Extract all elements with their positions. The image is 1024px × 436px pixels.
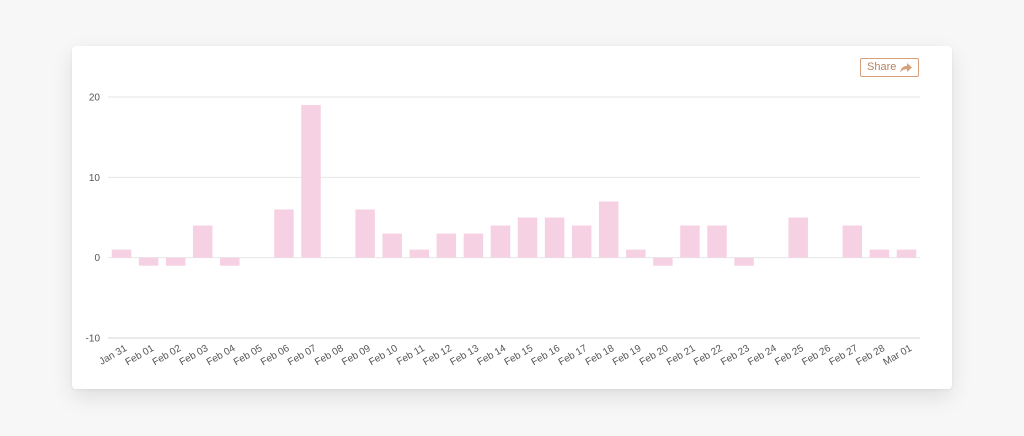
x-tick-label: Feb 22 bbox=[692, 343, 725, 368]
x-tick-label: Feb 12 bbox=[421, 343, 454, 368]
bar bbox=[138, 257, 159, 266]
bar bbox=[571, 225, 592, 258]
bar bbox=[436, 233, 457, 258]
bar bbox=[544, 217, 565, 258]
bar bbox=[382, 233, 402, 258]
y-axis-ticks: -10 0 10 20 bbox=[86, 93, 101, 345]
x-tick-label: Feb 27 bbox=[827, 343, 860, 368]
x-tick-label: Feb 14 bbox=[475, 343, 508, 368]
x-tick-label: Feb 05 bbox=[232, 343, 265, 368]
share-button[interactable]: Share bbox=[860, 58, 920, 77]
bar bbox=[301, 105, 321, 258]
x-tick-label: Feb 26 bbox=[800, 343, 833, 368]
share-arrow-icon bbox=[900, 62, 913, 72]
bar bbox=[598, 201, 619, 258]
x-tick-label: Feb 11 bbox=[395, 343, 427, 368]
x-tick-label: Mar 01 bbox=[882, 343, 915, 368]
bars bbox=[111, 105, 917, 266]
x-tick-label: Feb 06 bbox=[259, 343, 292, 368]
x-tick-label: Feb 18 bbox=[584, 343, 617, 368]
bar bbox=[220, 257, 240, 266]
bar bbox=[355, 209, 375, 258]
x-tick-label: Feb 17 bbox=[557, 343, 590, 368]
x-tick-label: Feb 01 bbox=[124, 343, 157, 368]
bar bbox=[517, 217, 538, 258]
x-tick-label: Feb 23 bbox=[719, 343, 752, 368]
x-tick-label: Feb 02 bbox=[151, 343, 184, 368]
x-tick-label: Feb 09 bbox=[340, 343, 373, 368]
bar bbox=[490, 225, 511, 258]
x-tick-label: Feb 19 bbox=[611, 343, 644, 368]
x-tick-label: Feb 07 bbox=[286, 343, 319, 368]
bar bbox=[653, 257, 673, 266]
x-tick-label: Feb 21 bbox=[665, 343, 698, 368]
x-tick-label: Feb 08 bbox=[313, 343, 346, 368]
bar bbox=[626, 249, 646, 258]
bar bbox=[788, 217, 808, 258]
x-tick-label: Feb 25 bbox=[773, 343, 806, 368]
bar bbox=[409, 249, 430, 258]
x-tick-label: Feb 16 bbox=[530, 343, 563, 368]
x-tick-label: Feb 15 bbox=[503, 343, 536, 368]
bar bbox=[274, 209, 294, 258]
y-tick-label: 0 bbox=[94, 253, 100, 264]
x-tick-label: Jan 31 bbox=[98, 343, 130, 368]
bar bbox=[842, 225, 863, 258]
bar bbox=[463, 233, 484, 258]
x-tick-label: Feb 10 bbox=[367, 343, 400, 368]
bar bbox=[165, 257, 186, 266]
x-tick-label: Feb 04 bbox=[205, 343, 238, 368]
x-tick-label: Feb 20 bbox=[638, 343, 671, 368]
x-tick-label: Feb 24 bbox=[746, 343, 779, 368]
bar bbox=[192, 225, 213, 258]
y-tick-label: -10 bbox=[86, 334, 101, 345]
bar bbox=[734, 257, 754, 266]
x-tick-label: Feb 28 bbox=[854, 343, 887, 368]
grid-lines bbox=[108, 96, 920, 339]
bar bbox=[111, 249, 132, 258]
bar bbox=[896, 249, 917, 258]
bar bbox=[869, 249, 890, 258]
y-tick-label: 20 bbox=[89, 93, 101, 104]
bar bbox=[680, 225, 700, 258]
chart-card: Share -10 0 10 20 Jan 31 Feb 01 Feb 02 Feb 03 F… bbox=[72, 46, 952, 389]
share-button-label: Share bbox=[867, 61, 897, 73]
y-tick-label: 10 bbox=[89, 173, 101, 184]
bar bbox=[707, 225, 727, 258]
x-tick-label: Feb 03 bbox=[178, 343, 211, 368]
x-tick-label: Feb 13 bbox=[448, 343, 481, 368]
